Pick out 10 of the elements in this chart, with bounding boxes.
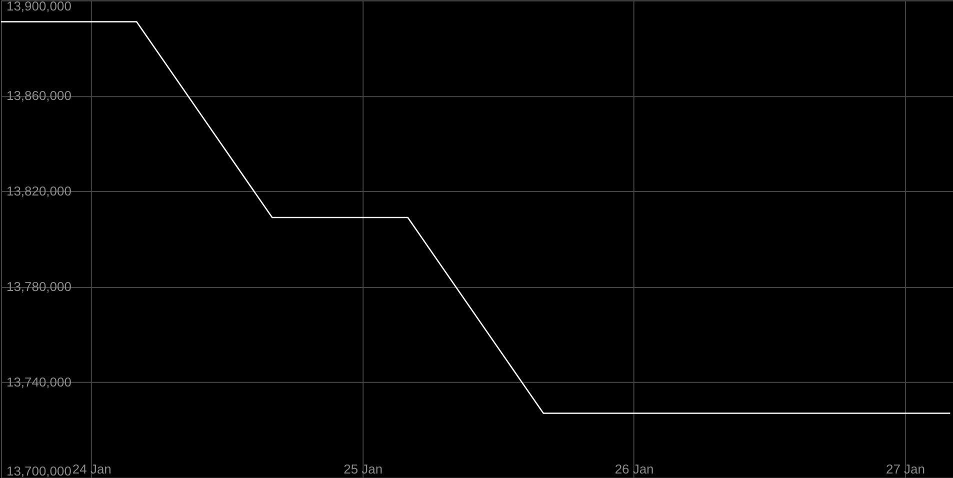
x-tick-label: 25 Jan	[344, 461, 383, 476]
y-tick-label: 13,900,000	[6, 0, 72, 14]
y-tick-label: 13,700,000	[6, 463, 72, 478]
x-tick-label: 24 Jan	[72, 461, 112, 476]
x-tick-label: 27 Jan	[886, 461, 925, 476]
x-tick-label: 26 Jan	[614, 461, 654, 476]
y-tick-label: 13,820,000	[6, 184, 72, 199]
y-tick-label: 13,740,000	[6, 374, 72, 390]
y-tick-label: 13,780,000	[6, 279, 72, 294]
y-tick-label: 13,860,000	[6, 88, 72, 104]
